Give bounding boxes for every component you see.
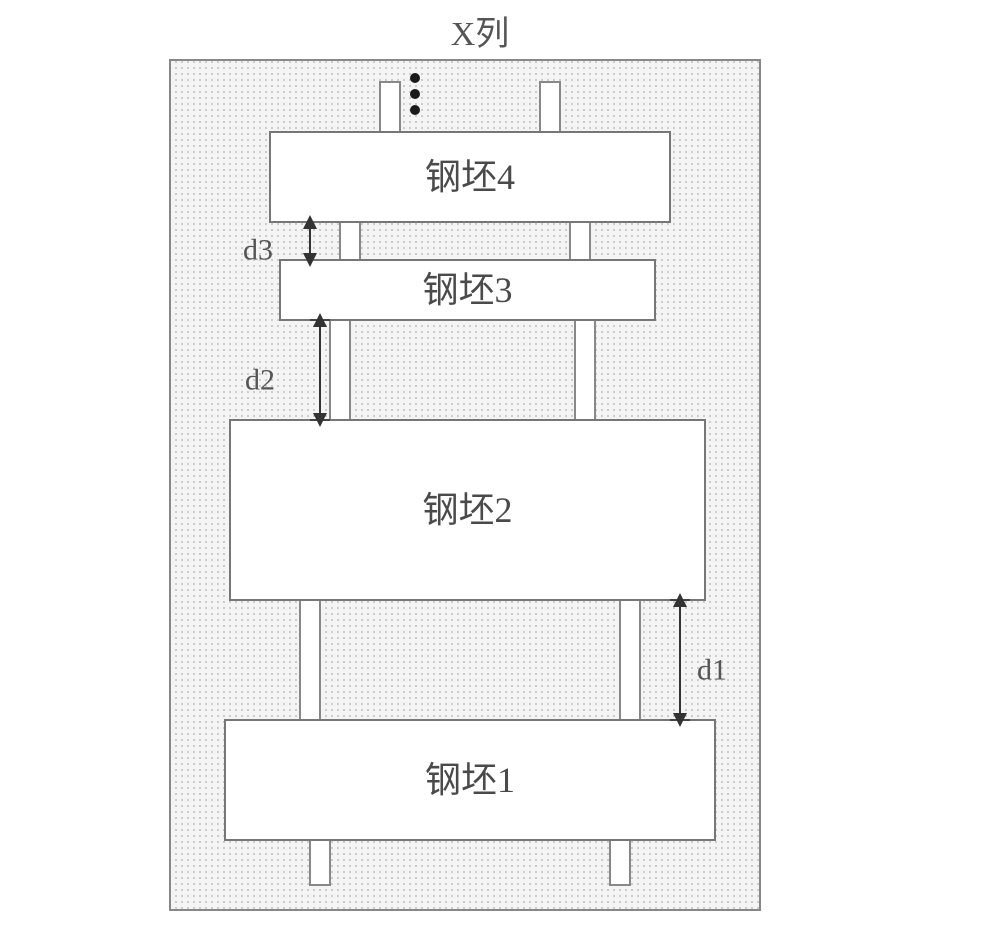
rail-segment [610,840,630,885]
rail-segment [300,600,320,720]
rail-segment [310,840,330,885]
ellipsis-dot [410,73,420,83]
rail-segment [620,600,640,720]
rail-segment [340,222,360,260]
rail-segment [575,320,595,420]
rail-segment [540,82,560,132]
billet-label: 钢坯2 [422,490,512,530]
rail-segment [330,320,350,420]
billet-label: 钢坯4 [425,157,515,197]
dimension-label: d3 [243,234,273,267]
column-title: X列 [451,16,510,53]
dimension-label: d2 [245,364,275,397]
billet-label: 钢坯1 [425,760,515,800]
billet-label: 钢坯3 [422,270,512,310]
rail-segment [380,82,400,132]
rail-segment [570,222,590,260]
ellipsis-dot [410,89,420,99]
dimension-label: d1 [697,654,727,687]
ellipsis-dot [410,105,420,115]
